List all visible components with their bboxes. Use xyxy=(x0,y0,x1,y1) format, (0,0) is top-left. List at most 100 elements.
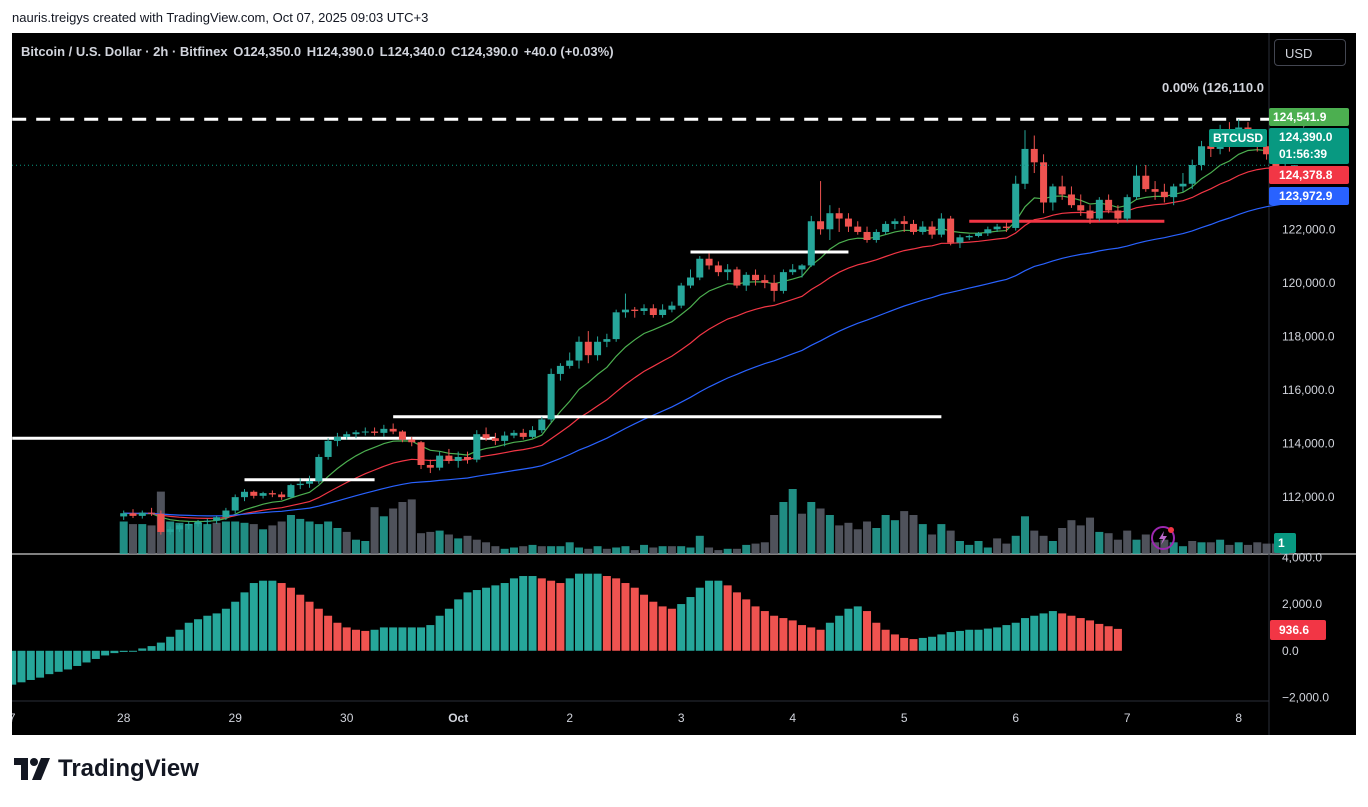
tradingview-logo-icon xyxy=(14,758,50,780)
candle-body xyxy=(445,455,453,461)
candle-body xyxy=(919,226,927,232)
candle-body xyxy=(454,456,462,461)
oscillator-tick-label: 4,000.0 xyxy=(1282,550,1322,564)
oscillator-bar xyxy=(166,636,175,651)
chart-panel[interactable]: 112,000.0 114,000.0 116,000.0 118,000.0 120,… xyxy=(12,33,1356,735)
volume-bar xyxy=(1011,535,1020,554)
volume-bar xyxy=(454,538,463,554)
oscillator-bar xyxy=(946,632,955,651)
volume-bar xyxy=(277,521,286,554)
oscillator-bar xyxy=(101,650,110,656)
time-tick-label: 4 xyxy=(789,711,796,725)
volume-bar xyxy=(630,550,639,554)
volume-bar xyxy=(1067,520,1076,554)
candle-body xyxy=(789,269,797,273)
volume-bar xyxy=(937,524,946,554)
volume-bar xyxy=(351,539,360,554)
volume-bar xyxy=(1113,539,1122,554)
oscillator-bar xyxy=(900,637,909,651)
oscillator-bar xyxy=(640,594,649,651)
candle-body xyxy=(975,233,983,236)
volume-bar xyxy=(723,548,732,554)
volume-bar xyxy=(1160,539,1169,554)
alert-icon[interactable] xyxy=(1148,523,1178,553)
price-tick-label: 112,000.0 xyxy=(1282,490,1335,504)
oscillator-bar xyxy=(147,646,156,651)
oscillator-bar xyxy=(221,608,230,651)
chart-svg[interactable]: 112,000.0 114,000.0 116,000.0 118,000.0 120,… xyxy=(12,33,1356,735)
candle-body xyxy=(538,419,546,431)
candle-body xyxy=(473,434,481,460)
candle-body xyxy=(779,272,787,291)
volume-bar xyxy=(426,531,435,554)
oscillator-bar xyxy=(240,592,249,651)
time-tick-label: 30 xyxy=(340,711,354,725)
volume-bar xyxy=(1086,517,1095,554)
candle-body xyxy=(315,456,323,482)
oscillator-bar xyxy=(890,634,899,651)
candle-body xyxy=(817,221,825,230)
oscillator-bar xyxy=(1076,618,1085,651)
tag-ticker: BTCUSD xyxy=(1209,129,1267,147)
volume-bar xyxy=(1169,542,1178,554)
header-text: nauris.treigys created with TradingView.… xyxy=(12,10,429,25)
legend-change: +40.0 (+0.03%) xyxy=(523,44,614,59)
candle-body xyxy=(1132,175,1140,198)
oscillator-bar xyxy=(73,650,82,666)
oscillator-bar xyxy=(797,625,806,651)
volume-bar xyxy=(1243,544,1252,554)
candle-countdown: 01:56:39 xyxy=(1279,147,1328,161)
candle-body xyxy=(612,312,620,340)
oscillator-bar xyxy=(491,585,500,651)
candle-body xyxy=(547,373,555,420)
candle-body xyxy=(956,237,964,243)
oscillator-bar xyxy=(110,650,119,654)
candle-body xyxy=(909,223,917,232)
candle-body xyxy=(752,274,760,281)
volume-bar xyxy=(900,511,909,554)
volume-bar xyxy=(537,546,546,554)
volume-bar xyxy=(119,521,128,554)
volume-bar xyxy=(677,546,686,554)
volume-bar xyxy=(1141,534,1150,554)
time-tick-label: 2 xyxy=(566,711,573,725)
candle-body xyxy=(1179,183,1187,187)
oscillator-bar xyxy=(1086,620,1095,651)
volume-bar xyxy=(649,547,658,554)
volume-bar xyxy=(1104,533,1113,554)
volume-bar xyxy=(983,547,992,554)
currency-button[interactable]: USD xyxy=(1274,39,1346,66)
time-tick-label: 3 xyxy=(678,711,685,725)
oscillator-bar xyxy=(482,587,491,651)
candle-body xyxy=(1263,146,1271,155)
candle-body xyxy=(1077,205,1085,211)
volume-bar xyxy=(565,542,574,554)
candle-body xyxy=(491,438,499,441)
volume-bar xyxy=(974,541,983,554)
oscillator-bar xyxy=(361,630,370,651)
volume-bar xyxy=(928,534,937,554)
oscillator-bar xyxy=(686,597,695,651)
volume-bar xyxy=(194,522,203,554)
candle-body xyxy=(742,274,750,286)
volume-bar xyxy=(1151,542,1160,554)
tag-last-price: 124,390.0 01:56:39 xyxy=(1269,128,1349,164)
oscillator-bar xyxy=(584,573,593,651)
oscillator-bar xyxy=(788,620,797,651)
oscillator-bar xyxy=(1067,615,1076,651)
volume-bar xyxy=(1002,543,1011,554)
candle-body xyxy=(259,493,267,496)
candle-body xyxy=(965,235,973,238)
candle-body xyxy=(761,280,769,283)
volume-bar xyxy=(612,547,621,554)
candle-body xyxy=(1067,194,1075,206)
time-tick-label: 29 xyxy=(229,711,243,725)
volume-bar xyxy=(259,529,268,554)
oscillator-bar xyxy=(705,580,714,651)
oscillator-bar xyxy=(454,599,463,651)
oscillator-bar xyxy=(212,613,221,651)
candle-body xyxy=(556,365,564,374)
fib-level-label: 0.00% (126,110.0 xyxy=(1162,80,1264,95)
oscillator-bar xyxy=(658,606,667,651)
candle-body xyxy=(798,265,806,270)
